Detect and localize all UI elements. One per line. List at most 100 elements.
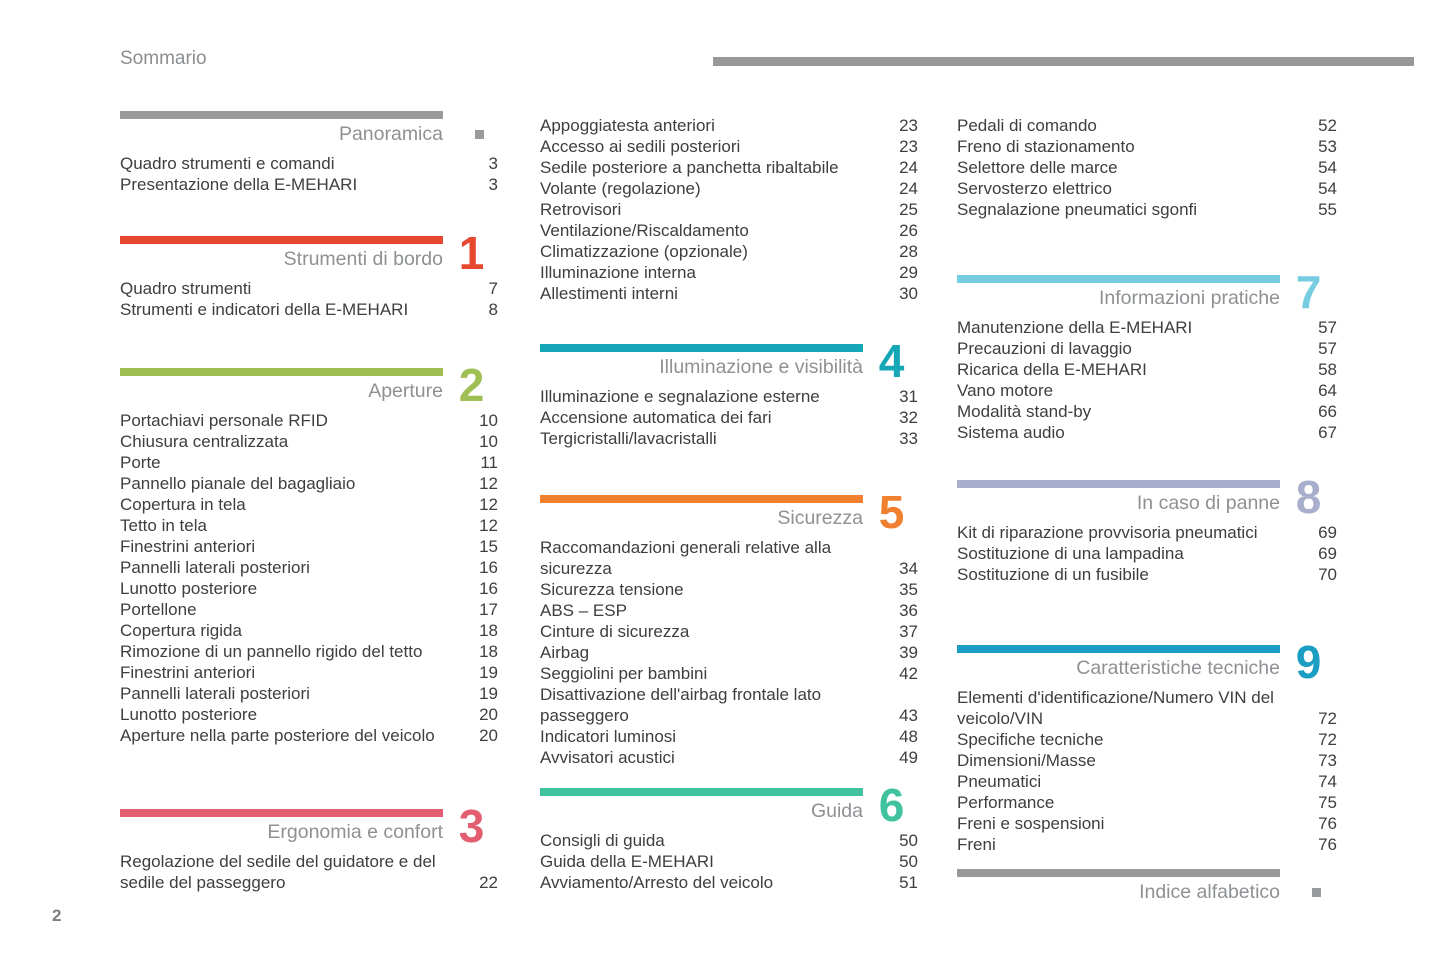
toc-entry-label: Tetto in tela — [120, 516, 207, 535]
toc-entry[interactable]: Segnalazione pneumatici sgonfi 55 — [957, 199, 1337, 220]
toc-entry-label: Lunotto posteriore — [120, 705, 258, 724]
toc-entry-page: 23 — [899, 137, 918, 156]
toc-entry[interactable]: Pannelli laterali posteriori 16 — [120, 557, 498, 578]
toc-entry[interactable]: Appoggiatesta anteriori 23 — [540, 115, 918, 136]
toc-entry[interactable]: Vano motore 64 — [957, 380, 1337, 401]
toc-entry[interactable]: Pannello pianale del bagagliaio 12 — [120, 473, 498, 494]
toc-entry[interactable]: Copertura rigida 18 — [120, 620, 498, 641]
toc-entry-label: ABS – ESP — [540, 601, 627, 620]
toc-entry[interactable]: Regolazione del sedile del guidatore e d… — [120, 851, 498, 893]
toc-entry[interactable]: Sistema audio 67 — [957, 422, 1337, 443]
section-number: 9 — [1295, 636, 1322, 688]
toc-entry-page: 42 — [899, 664, 918, 683]
toc-entry[interactable]: Freni e sospensioni 76 — [957, 813, 1337, 834]
section-rule — [120, 236, 443, 244]
section-header: Panoramica — [120, 111, 498, 146]
toc-entry[interactable]: Indicatori luminosi 48 — [540, 726, 918, 747]
toc-entry-label: Finestrini anteriori — [120, 537, 256, 556]
toc-entry-label: Sostituzione di un fusibile — [957, 565, 1149, 584]
toc-entry[interactable]: Tergicristalli/lavacristalli 33 — [540, 428, 918, 449]
toc-entry[interactable]: Pedali di comando 52 — [957, 115, 1337, 136]
toc-entry[interactable]: Specifiche tecniche 72 — [957, 729, 1337, 750]
toc-entry-label: Raccomandazioni generali relative alla s… — [540, 538, 832, 578]
toc-entry[interactable]: Presentazione della E-MEHARI 3 — [120, 174, 498, 195]
toc-entry-page: 10 — [479, 432, 498, 451]
toc-entry[interactable]: Ricarica della E-MEHARI 58 — [957, 359, 1337, 380]
toc-entry[interactable]: Volante (regolazione) 24 — [540, 178, 918, 199]
toc-entry[interactable]: Retrovisori 25 — [540, 199, 918, 220]
toc-section-indice-alfabetico: Indice alfabetico — [957, 869, 1337, 904]
toc-entry[interactable]: Aperture nella parte posteriore del veic… — [120, 725, 498, 746]
toc-entry[interactable]: Sostituzione di un fusibile 70 — [957, 564, 1337, 585]
toc-entry[interactable]: Sedile posteriore a panchetta ribaltabil… — [540, 157, 918, 178]
toc-section-in-caso-di-panne: In caso di panne 8 Kit di riparazione pr… — [957, 474, 1337, 585]
header-rule — [713, 57, 1414, 66]
toc-entry[interactable]: Servosterzo elettrico 54 — [957, 178, 1337, 199]
toc-entry[interactable]: Kit di riparazione provvisoria pneumatic… — [957, 522, 1337, 543]
toc-entry-page: 31 — [899, 387, 918, 406]
toc-entry[interactable]: Avvisatori acustici 49 — [540, 747, 918, 768]
toc-entry[interactable]: Dimensioni/Masse 73 — [957, 750, 1337, 771]
toc-entry[interactable]: Illuminazione e segnalazione esterne 31 — [540, 386, 918, 407]
toc-entry[interactable]: Manutenzione della E-MEHARI 57 — [957, 317, 1337, 338]
toc-entry-label: Illuminazione e segnalazione esterne — [540, 387, 820, 406]
toc-entry[interactable]: Climatizzazione (opzionale) 28 — [540, 241, 918, 262]
toc-entry[interactable]: Guida della E-MEHARI 50 — [540, 851, 918, 872]
toc-entry[interactable]: Rimozione di un pannello rigido del tett… — [120, 641, 498, 662]
section-number: 7 — [1295, 266, 1322, 318]
toc-entry[interactable]: Accensione automatica dei fari 32 — [540, 407, 918, 428]
toc-entry-label: Specifiche tecniche — [957, 730, 1104, 749]
section-number: 3 — [458, 800, 485, 852]
toc-entry-page: 54 — [1318, 158, 1337, 177]
toc-entry[interactable]: Elementi d'identificazione/Numero VIN de… — [957, 687, 1337, 729]
toc-entry-page: 69 — [1318, 544, 1337, 563]
toc-section-ergonomia-e-confort: Ergonomia e confort 3 Regolazione del se… — [120, 800, 498, 893]
section-rule — [957, 480, 1280, 488]
toc-entry[interactable]: Finestrini anteriori 19 — [120, 662, 498, 683]
toc-entry[interactable]: Finestrini anteriori 15 — [120, 536, 498, 557]
toc-entry-page: 8 — [488, 300, 498, 319]
toc-entry[interactable]: Selettore delle marce 54 — [957, 157, 1337, 178]
toc-entry[interactable]: Copertura in tela 12 — [120, 494, 498, 515]
toc-entry-label: Manutenzione della E-MEHARI — [957, 318, 1193, 337]
toc-entry[interactable]: Freno di stazionamento 53 — [957, 136, 1337, 157]
toc-entry-label: Tergicristalli/lavacristalli — [540, 429, 717, 448]
toc-entry[interactable]: Allestimenti interni 30 — [540, 283, 918, 304]
toc-entry[interactable]: Portachiavi personale RFID 10 — [120, 410, 498, 431]
toc-entry[interactable]: Quadro strumenti 7 — [120, 278, 498, 299]
toc-entry[interactable]: Performance 75 — [957, 792, 1337, 813]
toc-entry[interactable]: ABS – ESP 36 — [540, 600, 918, 621]
toc-entry[interactable]: Porte 11 — [120, 452, 498, 473]
toc-entry[interactable]: Quadro strumenti e comandi 3 — [120, 153, 498, 174]
toc-entry[interactable]: Precauzioni di lavaggio 57 — [957, 338, 1337, 359]
toc-entry[interactable]: Airbag 39 — [540, 642, 918, 663]
toc-entry[interactable]: Seggiolini per bambini 42 — [540, 663, 918, 684]
toc-entry[interactable]: Consigli di guida 50 — [540, 830, 918, 851]
toc-entry[interactable]: Chiusura centralizzata 10 — [120, 431, 498, 452]
toc-entry-page: 29 — [899, 263, 918, 282]
toc-entry[interactable]: Cinture di sicurezza 37 — [540, 621, 918, 642]
toc-entry[interactable]: Ventilazione/Riscaldamento 26 — [540, 220, 918, 241]
toc-entry[interactable]: Strumenti e indicatori della E-MEHARI 8 — [120, 299, 498, 320]
toc-entry[interactable]: Sicurezza tensione 35 — [540, 579, 918, 600]
toc-entry[interactable]: Illuminazione interna 29 — [540, 262, 918, 283]
toc-entry-label: Freni e sospensioni — [957, 814, 1105, 833]
toc-entry[interactable]: Avviamento/Arresto del veicolo 51 — [540, 872, 918, 893]
toc-entry[interactable]: Disattivazione dell'airbag frontale lato… — [540, 684, 918, 726]
toc-entry[interactable]: Accesso ai sedili posteriori 23 — [540, 136, 918, 157]
toc-entry[interactable]: Modalità stand-by 66 — [957, 401, 1337, 422]
toc-entry[interactable]: Portellone 17 — [120, 599, 498, 620]
toc-entry[interactable]: Tetto in tela 12 — [120, 515, 498, 536]
toc-entry-label: Accesso ai sedili posteriori — [540, 137, 741, 156]
toc-entry-page: 49 — [899, 748, 918, 767]
section-entries: Pedali di comando 52 Freno di stazioname… — [957, 115, 1337, 220]
toc-entry[interactable]: Pannelli laterali posteriori 19 — [120, 683, 498, 704]
toc-entry[interactable]: Lunotto posteriore 20 — [120, 704, 498, 725]
toc-entry[interactable]: Lunotto posteriore 16 — [120, 578, 498, 599]
toc-entry[interactable]: Sostituzione di una lampadina 69 — [957, 543, 1337, 564]
toc-entry[interactable]: Freni 76 — [957, 834, 1337, 855]
toc-entry-page: 28 — [899, 242, 918, 261]
toc-entry[interactable]: Pneumatici 74 — [957, 771, 1337, 792]
toc-entry[interactable]: Raccomandazioni generali relative alla s… — [540, 537, 918, 579]
toc-entry-page: 25 — [899, 200, 918, 219]
